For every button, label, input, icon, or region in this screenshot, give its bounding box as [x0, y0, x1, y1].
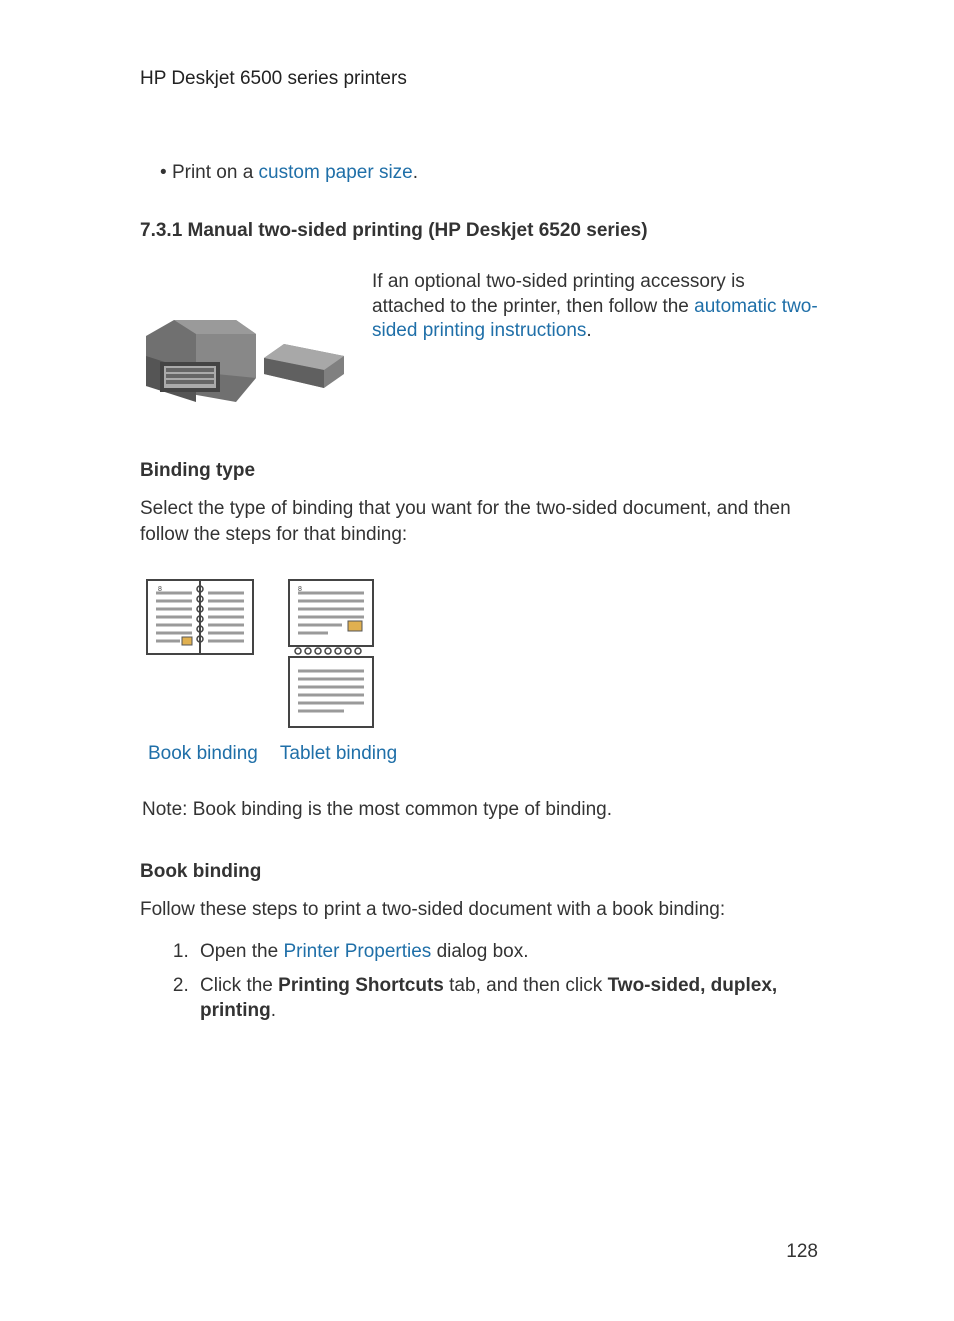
section-heading: 7.3.1 Manual two-sided printing (HP Desk… [140, 220, 818, 242]
tablet-binding-cell: 8 [288, 579, 374, 729]
book-binding-link[interactable]: Book binding [148, 743, 258, 765]
book-binding-desc: Follow these steps to print a two-sided … [140, 897, 818, 923]
book-binding-heading: Book binding [140, 861, 818, 883]
printer-intro-row: If an optional two-sided printing access… [140, 270, 818, 408]
step-2: Click the Printing Shortcuts tab, and th… [194, 973, 818, 1024]
page-number: 128 [786, 1241, 818, 1263]
svg-text:8: 8 [298, 586, 302, 593]
svg-text:8: 8 [158, 586, 162, 593]
binding-labels-row: Book binding Tablet binding [148, 743, 818, 765]
binding-type-heading: Binding type [140, 460, 818, 482]
intro-post: . [586, 320, 591, 341]
step2-bold1: Printing Shortcuts [278, 975, 444, 996]
step1-post: dialog box. [431, 941, 528, 962]
book-binding-image: 8 [146, 579, 254, 729]
step-1: Open the Printer Properties dialog box. [194, 939, 818, 965]
binding-thumbnails: 8 [146, 579, 818, 729]
step2-post: . [271, 1000, 276, 1021]
bullet-custom-paper: Print on a custom paper size. [160, 162, 818, 184]
bullet-suffix: . [413, 162, 418, 183]
printer-properties-link[interactable]: Printer Properties [283, 941, 431, 962]
custom-paper-size-link[interactable]: custom paper size [259, 162, 413, 183]
book-binding-cell: 8 [146, 579, 254, 729]
step1-pre: Open the [200, 941, 283, 962]
printer-accessory-image [140, 280, 352, 408]
step2-pre: Click the [200, 975, 278, 996]
bullet-prefix: Print on a [172, 162, 259, 183]
intro-paragraph: If an optional two-sided printing access… [372, 270, 818, 344]
note-text: Note: Book binding is the most common ty… [142, 799, 818, 821]
steps-list: Open the Printer Properties dialog box. … [194, 939, 818, 1024]
intro-pre: If an optional two-sided printing access… [372, 271, 745, 317]
note-label: Note: [142, 799, 193, 820]
tablet-binding-link[interactable]: Tablet binding [280, 743, 397, 765]
document-header: HP Deskjet 6500 series printers [140, 68, 818, 90]
step2-mid: tab, and then click [444, 975, 608, 996]
tablet-binding-image: 8 [288, 579, 374, 729]
note-body: Book binding is the most common type of … [193, 799, 612, 820]
binding-type-desc: Select the type of binding that you want… [140, 496, 818, 547]
